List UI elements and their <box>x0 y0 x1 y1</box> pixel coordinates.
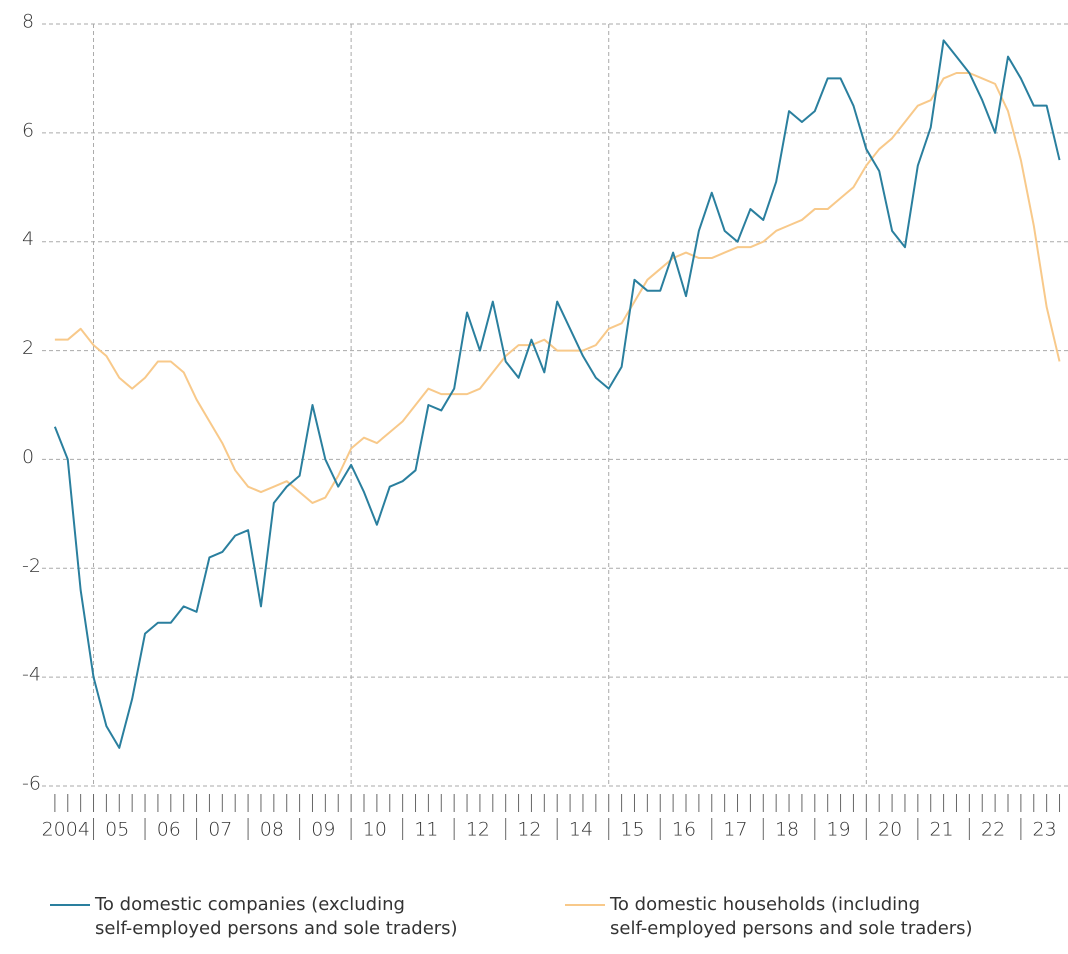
x-tick-label: 16 <box>672 819 696 841</box>
x-tick-label: 17 <box>723 819 747 841</box>
y-tick-label: 0 <box>22 446 34 468</box>
x-tick-label: 2004 <box>42 819 90 841</box>
x-tick-label: 10 <box>363 819 387 841</box>
x-tick-label: 21 <box>930 819 954 841</box>
x-tick-label: 14 <box>569 819 593 841</box>
x-tick-label: 20 <box>878 819 902 841</box>
x-tick-label: 06 <box>157 819 181 841</box>
y-tick-label: 2 <box>22 337 34 359</box>
x-tick-label: 15 <box>620 819 644 841</box>
y-tick-label: -2 <box>22 555 41 577</box>
x-tick-label: 12 <box>517 819 541 841</box>
line-series <box>53 39 1061 749</box>
legend-label: To domestic companies (excluding self-em… <box>95 894 458 939</box>
legend-label: To domestic households (including self-e… <box>610 894 973 939</box>
y-tick-label: 8 <box>22 11 34 33</box>
line-series <box>54 71 1061 504</box>
x-tick-label: 09 <box>311 819 335 841</box>
x-tick-label: 11 <box>414 819 438 841</box>
y-tick-label: 6 <box>22 119 34 141</box>
x-tick-label: 08 <box>260 819 284 841</box>
x-tick-label: 18 <box>775 819 799 841</box>
y-tick-label: -4 <box>22 664 41 686</box>
x-tick-label: 19 <box>826 819 850 841</box>
x-tick-label: 05 <box>105 819 129 841</box>
y-tick-label: -6 <box>22 773 41 795</box>
y-tick-label: 4 <box>22 228 34 250</box>
x-tick-label: 12 <box>466 819 490 841</box>
x-tick-label: 22 <box>981 819 1005 841</box>
x-tick-label: 23 <box>1033 819 1057 841</box>
x-tick-label: 07 <box>208 819 232 841</box>
